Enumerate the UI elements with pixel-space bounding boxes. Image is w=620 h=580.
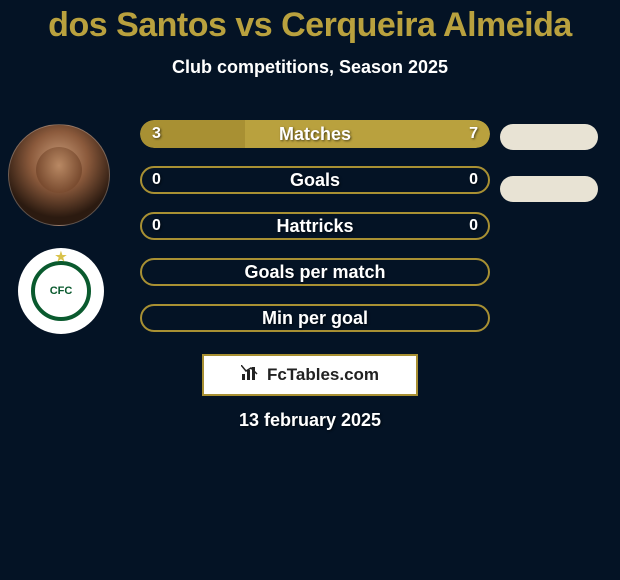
right-pill-matches <box>500 124 598 150</box>
brand-text: FcTables.com <box>267 365 379 385</box>
bar-goals-label: Goals <box>140 166 490 194</box>
bar-chart-icon <box>241 365 261 386</box>
bar-row-hattricks: 0 0 Hattricks <box>140 212 490 240</box>
club-avatar: CFC <box>18 248 104 334</box>
bar-mpg-label: Min per goal <box>140 304 490 332</box>
bar-row-mpg: Min per goal <box>140 304 490 332</box>
comparison-infographic: dos Santos vs Cerqueira Almeida Club com… <box>0 0 620 580</box>
date-text: 13 february 2025 <box>0 410 620 431</box>
subtitle: Club competitions, Season 2025 <box>0 57 620 78</box>
avatar-column: CFC <box>8 124 110 334</box>
bar-row-gpm: Goals per match <box>140 258 490 286</box>
bar-matches-label: Matches <box>140 120 490 148</box>
bar-row-goals: 0 0 Goals <box>140 166 490 194</box>
brand-box[interactable]: FcTables.com <box>202 354 418 396</box>
club-badge: CFC <box>31 261 91 321</box>
page-title: dos Santos vs Cerqueira Almeida <box>0 0 620 45</box>
player-avatar <box>8 124 110 226</box>
bar-hattricks-label: Hattricks <box>140 212 490 240</box>
right-pill-goals <box>500 176 598 202</box>
club-badge-text: CFC <box>50 285 73 297</box>
bar-row-matches: 3 7 Matches <box>140 120 490 148</box>
stat-bars: 3 7 Matches 0 0 Goals 0 0 Hattricks Goal… <box>140 120 490 350</box>
bar-gpm-label: Goals per match <box>140 258 490 286</box>
